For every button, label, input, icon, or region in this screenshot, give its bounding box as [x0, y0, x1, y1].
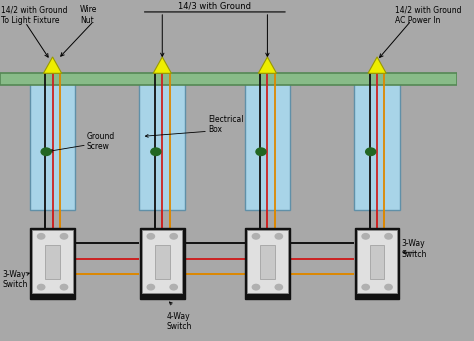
Bar [30, 73, 75, 210]
Circle shape [60, 284, 68, 290]
Bar [155, 245, 170, 279]
Circle shape [147, 284, 155, 290]
Circle shape [170, 284, 177, 290]
Circle shape [252, 284, 260, 290]
Circle shape [385, 284, 392, 290]
Text: 14/2 with Ground
To Light Fixture: 14/2 with Ground To Light Fixture [1, 5, 67, 25]
Circle shape [37, 284, 45, 290]
Text: 14/2 with Ground
AC Power In: 14/2 with Ground AC Power In [395, 5, 462, 25]
Text: Ground
Screw: Ground Screw [87, 132, 115, 151]
Bar [0, 73, 457, 85]
Bar [30, 228, 75, 299]
Circle shape [362, 284, 369, 290]
Text: Wire
Nut: Wire Nut [80, 5, 97, 25]
Polygon shape [44, 57, 62, 73]
Text: 4-Way
Switch: 4-Way Switch [167, 312, 192, 331]
Circle shape [41, 148, 51, 155]
Bar [32, 230, 73, 293]
Polygon shape [368, 57, 386, 73]
Polygon shape [258, 57, 276, 73]
Circle shape [362, 234, 369, 239]
Bar [245, 228, 290, 299]
Bar [355, 228, 400, 299]
Text: 3-Way
Switch: 3-Way Switch [402, 239, 427, 259]
Bar [370, 245, 384, 279]
Circle shape [252, 234, 260, 239]
Bar [140, 228, 185, 299]
Circle shape [365, 148, 376, 155]
Bar [260, 245, 275, 279]
Circle shape [256, 148, 266, 155]
Circle shape [385, 234, 392, 239]
Circle shape [60, 234, 68, 239]
Circle shape [275, 234, 283, 239]
Text: 3-Way
Switch: 3-Way Switch [2, 270, 27, 289]
Polygon shape [153, 57, 172, 73]
Bar [354, 73, 400, 210]
Circle shape [147, 234, 155, 239]
Bar [245, 73, 290, 210]
Text: 14/3 with Ground: 14/3 with Ground [178, 2, 251, 11]
Bar [247, 230, 288, 293]
Bar [139, 73, 185, 210]
Circle shape [275, 284, 283, 290]
Circle shape [37, 234, 45, 239]
Bar [357, 230, 397, 293]
Circle shape [170, 234, 177, 239]
Circle shape [151, 148, 161, 155]
Text: Electrical
Box: Electrical Box [208, 115, 244, 134]
Bar [142, 230, 182, 293]
Bar [45, 245, 60, 279]
